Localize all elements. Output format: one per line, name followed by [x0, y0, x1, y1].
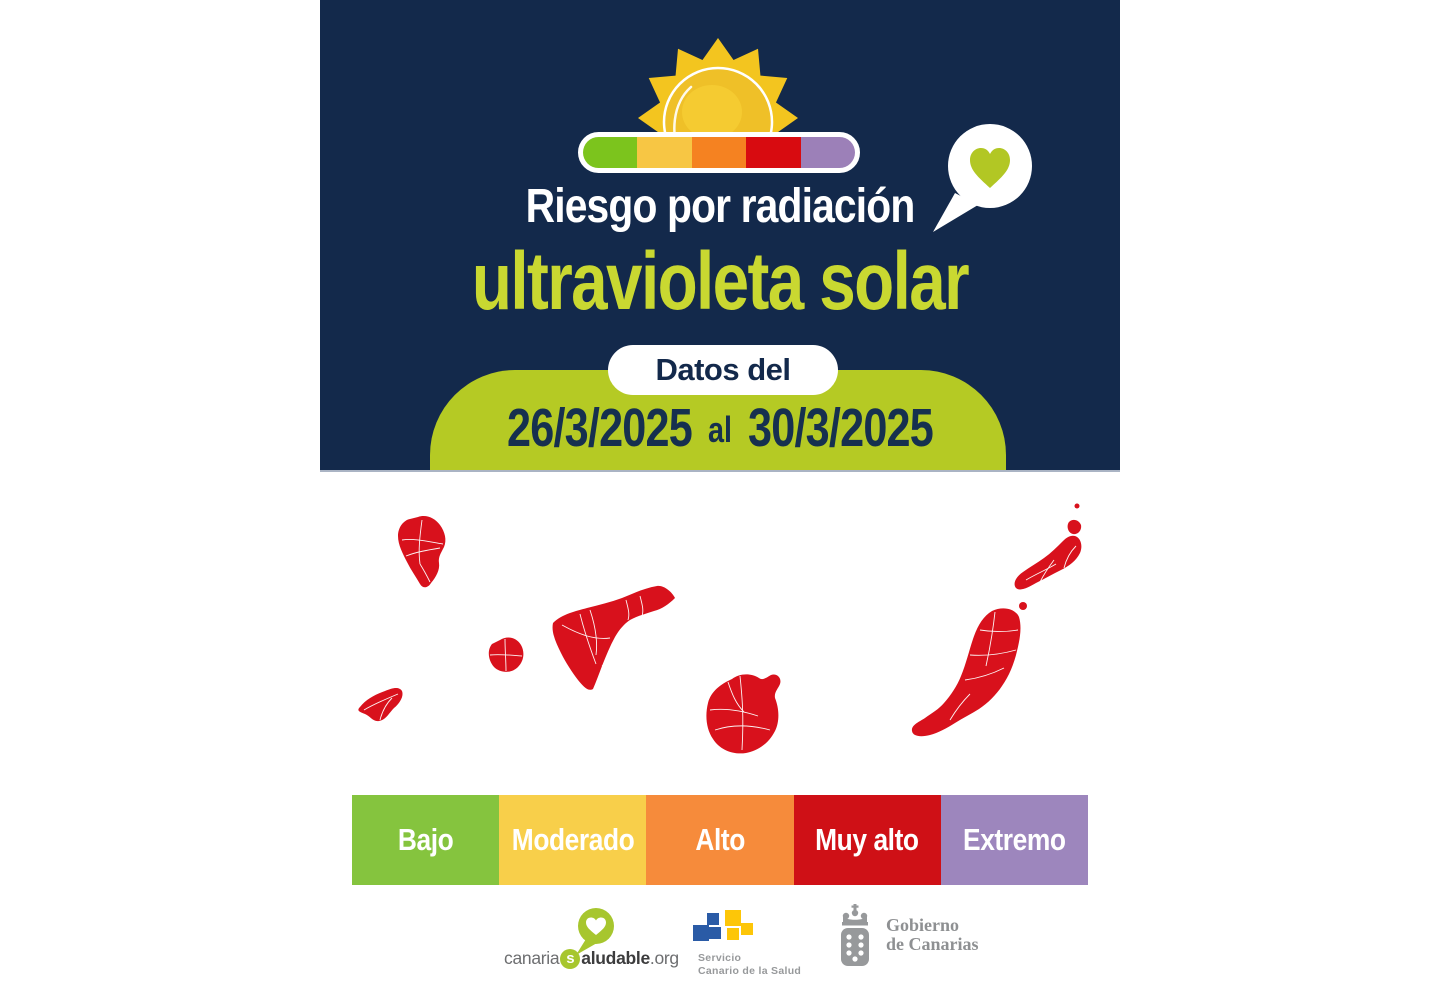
- servicio-line2: Canario de la Salud: [698, 965, 802, 977]
- canarias-part3: .org: [649, 948, 679, 968]
- lanzarote-island: [1014, 535, 1082, 590]
- legend-label: Extremo: [963, 822, 1066, 857]
- legend-label: Moderado: [511, 822, 635, 857]
- date-from: 26/3/2025: [506, 398, 693, 458]
- uv-segment-extreme: [800, 137, 855, 168]
- legend-item-muy-alto: Muy alto: [793, 795, 941, 885]
- canariasaludable-wordmark: canaria s aludable .org: [504, 948, 679, 969]
- gobierno-line1: Gobierno: [886, 915, 960, 935]
- fuerteventura-island: [911, 608, 1021, 737]
- legend-item-extremo: Extremo: [940, 795, 1089, 885]
- poster-title-line1: Riesgo por radiación: [525, 180, 916, 233]
- servicio-canario-wordmark: Servicio Canario de la Salud: [698, 952, 801, 978]
- heart-icon: [970, 148, 1010, 188]
- canariasaludable-bubble-icon: [576, 908, 614, 955]
- legend-item-alto: Alto: [646, 795, 794, 885]
- el-hierro-island: [358, 687, 403, 722]
- canarias-part2: aludable: [581, 948, 650, 968]
- uv-scale-pill: [578, 132, 860, 173]
- poster-title-line2: ultravioleta solar: [471, 236, 970, 327]
- date-to: 30/3/2025: [748, 398, 934, 458]
- date-range: 26/3/2025 al 30/3/2025: [400, 398, 1040, 460]
- gobierno-canarias-logo: Gobierno de Canarias: [836, 902, 1006, 977]
- gobierno-canarias-wordmark: Gobierno de Canarias: [886, 916, 979, 954]
- uv-risk-legend: Bajo Moderado Alto Muy alto Extremo: [352, 795, 1089, 885]
- canariasaludable-logo: canaria s aludable .org: [498, 902, 688, 980]
- la-graciosa-islet: [1067, 519, 1082, 535]
- legend-label: Bajo: [397, 822, 454, 857]
- servicio-line1: Servicio: [698, 952, 742, 964]
- legend-item-bajo: Bajo: [352, 795, 500, 885]
- s-circle-icon: s: [560, 948, 581, 969]
- gobierno-canarias-crest-icon: [841, 904, 869, 966]
- uv-segment-high: [691, 137, 747, 168]
- header-poster: Riesgo por radiación ultravioleta solar …: [320, 0, 1120, 472]
- alegranza-islet: [1074, 503, 1080, 509]
- gobierno-line2: de Canarias: [886, 934, 979, 954]
- canarias-part1: canaria: [504, 948, 560, 968]
- speech-bubble-heart-icon: [933, 124, 1032, 232]
- legend-label: Alto: [695, 822, 745, 857]
- uv-segment-moderate: [637, 137, 692, 168]
- servicio-canario-cross-icon: [693, 910, 753, 941]
- canary-islands-map: [358, 503, 1082, 754]
- municipality-borders: [363, 519, 1077, 751]
- tenerife-island: [552, 585, 675, 690]
- uv-segment-very-high: [746, 137, 801, 168]
- uv-segment-low: [583, 137, 638, 168]
- legend-label: Muy alto: [815, 822, 919, 857]
- legend-item-moderado: Moderado: [499, 795, 647, 885]
- lobos-islet: [1019, 602, 1027, 610]
- datos-del-badge: Datos del: [608, 345, 838, 395]
- servicio-canario-salud-logo: Servicio Canario de la Salud: [690, 910, 840, 980]
- gran-canaria-island: [706, 674, 781, 754]
- date-separator: al: [707, 409, 733, 450]
